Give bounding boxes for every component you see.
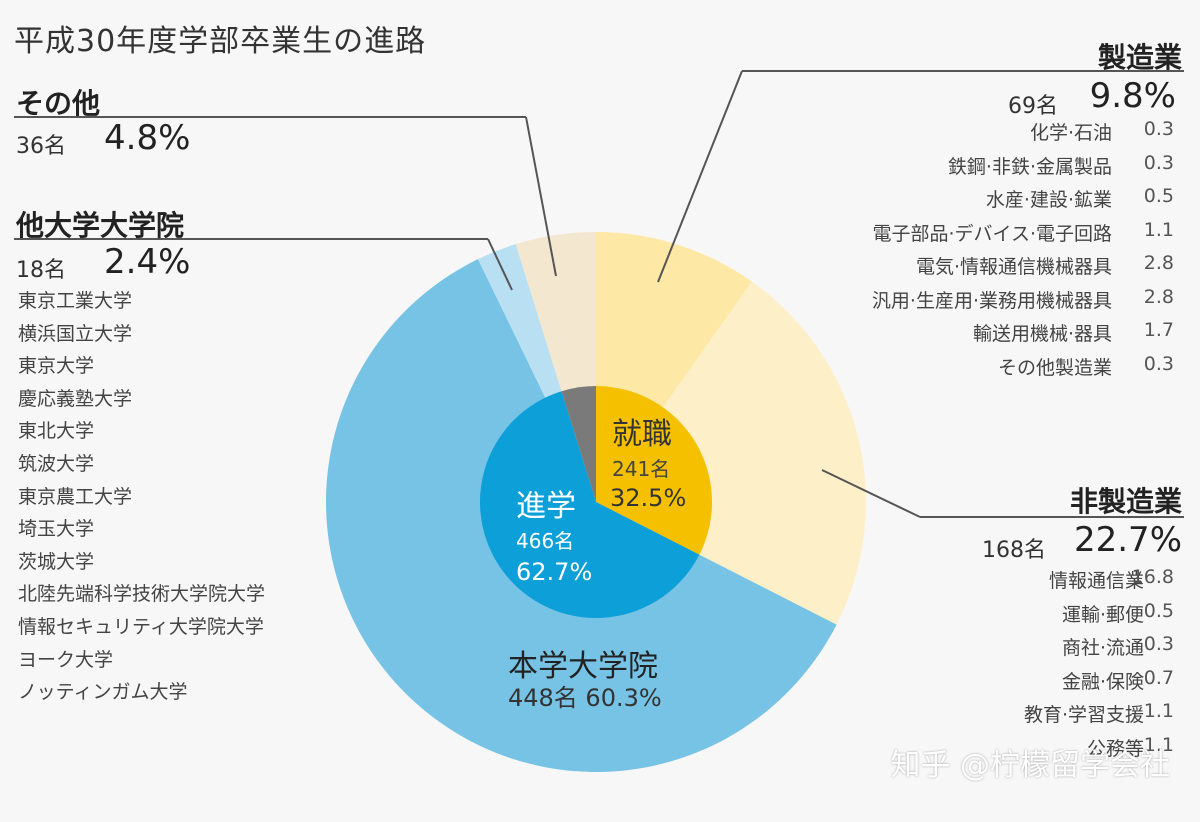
- leader-line: [487, 238, 513, 291]
- non-manufacturing-row-value: 0.3: [1143, 633, 1174, 655]
- other-rule: [14, 116, 526, 118]
- manufacturing-row-value: 0.3: [1143, 352, 1174, 375]
- manufacturing-row-value: 0.5: [1143, 185, 1174, 207]
- non-manufacturing-row-value: 16.8: [1131, 566, 1174, 588]
- university-item: 北陸先端科学技術大学院大学: [18, 583, 266, 606]
- other-pct: 4.8%: [104, 118, 191, 158]
- slice-label: 62.7%: [516, 558, 592, 586]
- manufacturing-row-label: 電気·情報通信機械器具: [915, 256, 1112, 278]
- outer-slice: [596, 281, 867, 625]
- non-manufacturing-count: 168名: [982, 538, 1046, 563]
- inner-slice: [561, 386, 596, 502]
- university-item: 茨城大学: [18, 550, 95, 573]
- inner-slice: [596, 386, 712, 555]
- leader-line: [525, 116, 557, 277]
- manufacturing-row-value: 1.7: [1143, 319, 1174, 341]
- inner-slice: [479, 391, 700, 619]
- slice-label: 448名 60.3%: [508, 684, 662, 712]
- university-item: 東京大学: [18, 355, 95, 378]
- slice-label: 本学大学院: [508, 649, 658, 684]
- non-manufacturing-pct: 22.7%: [1073, 520, 1182, 560]
- other-grad-rule: [14, 238, 488, 240]
- non-manufacturing-row-value: 0.5: [1143, 599, 1174, 622]
- manufacturing-row-label: 輸送用機械·器具: [972, 323, 1112, 345]
- leader-line: [657, 70, 743, 283]
- non-manufacturing-row-label: 教育·学習支援: [1023, 704, 1144, 726]
- watermark: 知乎 @柠檬留学会社: [890, 748, 1170, 783]
- manufacturing-label: 製造業: [1097, 41, 1182, 74]
- other-label: その他: [16, 87, 101, 120]
- leader-line: [821, 469, 921, 518]
- university-item: 筑波大学: [18, 453, 95, 475]
- university-item: 東北大学: [18, 420, 95, 443]
- non-manufacturing-row-label: 情報通信業: [1048, 570, 1144, 592]
- non-manufacturing-row-value: 1.1: [1143, 733, 1174, 756]
- slice-label: 466名: [516, 529, 574, 553]
- other-grad-count: 18名: [16, 258, 66, 283]
- university-item: ノッティンガム大学: [18, 681, 188, 704]
- non-manufacturing-row-label: 商社·流通: [1061, 637, 1144, 659]
- university-item: ヨーク大学: [18, 648, 114, 671]
- university-item: 東京工業大学: [18, 290, 133, 312]
- non-manufacturing-rule: [920, 516, 1184, 518]
- slice-label: 進学: [516, 489, 576, 524]
- slice-label: 241名: [612, 457, 670, 481]
- manufacturing-row-label: 鉄鋼·非鉄·金属製品: [947, 155, 1112, 178]
- manufacturing-row-value: 2.8: [1143, 252, 1174, 274]
- non-manufacturing-row-value: 1.1: [1143, 700, 1174, 722]
- non-manufacturing-row-label: 公務等: [1086, 737, 1144, 760]
- manufacturing-row-label: 化学·石油: [1029, 122, 1112, 144]
- manufacturing-row-value: 2.8: [1143, 285, 1174, 308]
- non-manufacturing-row-label: 運輸·郵便: [1061, 603, 1144, 626]
- other-grad-pct: 2.4%: [104, 242, 191, 282]
- manufacturing-row-label: 汎用·生産用·業務用機械器具: [871, 289, 1112, 312]
- university-item: 東京農工大学: [18, 485, 133, 508]
- manufacturing-row-label: 水産·建設·鉱業: [985, 189, 1112, 211]
- university-item: 情報セキュリティ大学院大学: [18, 616, 264, 638]
- manufacturing-rule: [742, 70, 1184, 72]
- other-count: 36名: [16, 134, 66, 159]
- non-manufacturing-row-label: 金融·保険: [1061, 670, 1144, 693]
- manufacturing-row-value: 0.3: [1143, 151, 1174, 174]
- other-grad-label: 他大学大学院: [16, 209, 185, 242]
- university-item: 埼玉大学: [18, 518, 95, 541]
- non-manufacturing-row-value: 0.7: [1143, 666, 1174, 689]
- manufacturing-pct: 9.8%: [1089, 76, 1176, 116]
- chart-title: 平成30年度学部卒業生の進路: [14, 24, 427, 59]
- university-item: 慶応義塾大学: [18, 387, 133, 410]
- manufacturing-row-value: 1.1: [1143, 218, 1174, 241]
- manufacturing-row-label: 電子部品·デバイス·電子回路: [872, 222, 1112, 245]
- university-item: 横浜国立大学: [18, 322, 133, 345]
- manufacturing-row-label: その他製造業: [997, 356, 1112, 379]
- slice-label: 就職: [612, 417, 672, 452]
- non-manufacturing-label: 非製造業: [1069, 485, 1182, 518]
- slice-label: 32.5%: [610, 484, 686, 512]
- manufacturing-row-value: 0.3: [1143, 118, 1174, 140]
- manufacturing-count: 69名: [1008, 94, 1058, 119]
